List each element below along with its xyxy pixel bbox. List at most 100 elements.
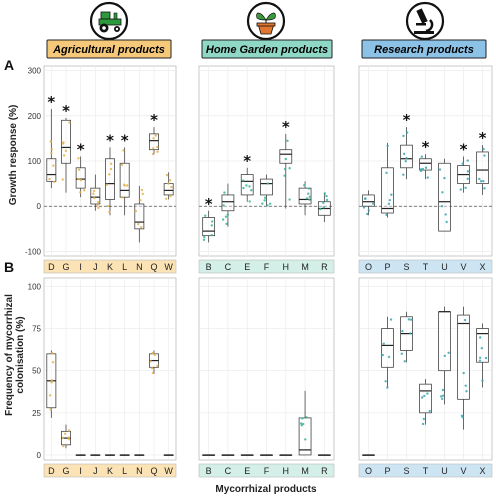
data-point (268, 202, 272, 205)
data-point (404, 159, 407, 163)
box-body (476, 151, 489, 185)
data-point (385, 213, 388, 217)
data-point (459, 188, 462, 191)
data-point (106, 204, 110, 208)
data-point (439, 395, 443, 398)
category-label-R: R (321, 466, 328, 476)
category-label-O: O (365, 466, 372, 476)
data-point (242, 179, 245, 182)
data-point (96, 204, 99, 207)
y-tick-label-b: 75 (32, 325, 41, 334)
data-point (122, 149, 125, 152)
category-label-J: J (93, 466, 98, 476)
data-point (62, 141, 65, 144)
data-point (382, 342, 385, 345)
box-body (457, 314, 470, 400)
significance-star: * (121, 131, 129, 149)
category-label-V: V (460, 262, 466, 272)
category-label-R: R (321, 262, 328, 272)
data-point (364, 197, 367, 200)
data-point (96, 200, 100, 204)
data-point (480, 346, 484, 350)
data-point (50, 379, 54, 382)
data-point (443, 354, 447, 358)
box-P (381, 316, 394, 389)
data-point (322, 206, 326, 209)
data-point (79, 178, 83, 182)
data-point (483, 187, 486, 190)
box-T: * (419, 138, 432, 180)
y-tick-label-b: 25 (32, 409, 41, 418)
data-point (51, 360, 55, 364)
y-tick-label-a: 0 (37, 202, 42, 211)
category-strip (198, 259, 335, 274)
data-point (303, 184, 306, 187)
data-point (466, 159, 469, 162)
data-point (48, 177, 51, 181)
data-point (325, 194, 328, 198)
data-point (62, 444, 65, 448)
category-label-B: B (206, 466, 212, 476)
data-point (389, 318, 393, 321)
data-point (139, 198, 142, 202)
data-point (221, 218, 225, 221)
data-point (62, 154, 66, 157)
data-point (164, 197, 168, 200)
y-axis-label-b-line2: colonisation (%) (15, 316, 26, 393)
data-point (263, 199, 266, 202)
box-body (400, 144, 413, 169)
box-U (438, 158, 451, 232)
data-point (403, 360, 406, 363)
data-point (443, 176, 446, 180)
data-point (49, 408, 52, 411)
box-R (317, 192, 331, 223)
data-point (362, 206, 366, 209)
data-point (204, 214, 207, 217)
data-point (266, 204, 269, 207)
category-label-S: S (403, 466, 409, 476)
box-body (202, 217, 216, 237)
box-O (362, 190, 375, 216)
data-point (261, 202, 264, 205)
data-point (224, 215, 228, 218)
significance-star: * (422, 138, 430, 156)
category-label-K: K (107, 466, 113, 476)
box-I (75, 454, 86, 456)
data-point (286, 139, 289, 143)
data-point (64, 149, 68, 153)
data-point (400, 352, 404, 356)
data-point (121, 196, 124, 199)
data-point (137, 222, 140, 226)
data-point (387, 355, 391, 359)
category-label-I: I (79, 262, 82, 272)
category-label-F: F (264, 262, 270, 272)
box-body (419, 383, 432, 414)
data-point (108, 210, 111, 214)
data-point (141, 192, 144, 196)
category-label-O: O (365, 262, 372, 272)
data-point (367, 209, 370, 212)
category-label-W: W (164, 262, 173, 272)
data-point (210, 224, 214, 227)
category-label-H: H (283, 466, 290, 476)
box-E: * (240, 152, 254, 203)
category-label-G: G (62, 466, 69, 476)
category-label-T: T (423, 262, 429, 272)
potted-plant-icon (246, 1, 286, 41)
box-body (298, 187, 312, 205)
data-point (49, 140, 52, 143)
category-label-T: T (423, 466, 429, 476)
data-point (210, 233, 214, 237)
data-point (384, 380, 387, 383)
data-point (151, 152, 155, 156)
data-point (466, 177, 469, 181)
category-label-E: E (244, 466, 250, 476)
category-label-C: C (225, 262, 232, 272)
data-point (52, 180, 56, 184)
category-label-B: B (206, 262, 212, 272)
category-strip (43, 259, 177, 274)
category-label-E: E (244, 262, 250, 272)
box-C (221, 454, 235, 456)
data-point (225, 222, 228, 226)
data-point (401, 329, 404, 333)
